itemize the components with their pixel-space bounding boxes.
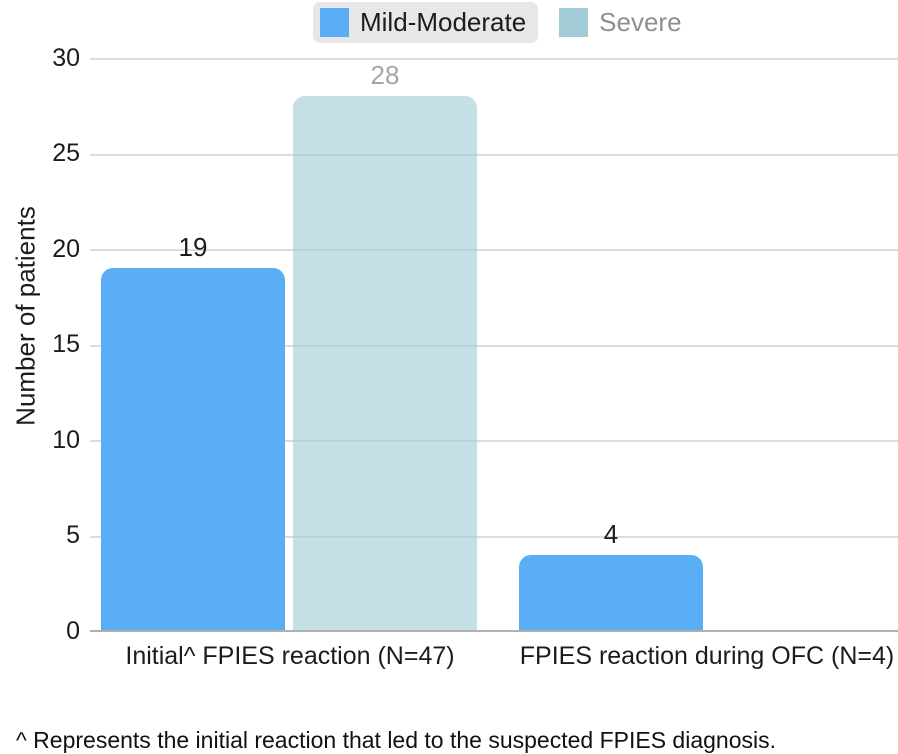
bar-value-label: 28 — [370, 60, 400, 91]
gridline-20 — [90, 249, 898, 251]
y-tick-10: 10 — [52, 426, 80, 454]
bar-rect — [293, 96, 477, 631]
legend: Mild-Moderate Severe — [313, 2, 694, 43]
bar-value-label: 19 — [178, 232, 208, 263]
y-tick-0: 0 — [66, 617, 80, 645]
y-tick-30: 30 — [52, 44, 80, 72]
gridline-5 — [90, 535, 898, 538]
gridline-10 — [90, 440, 898, 442]
bar-mild-moderate-ofc[interactable]: 4 — [519, 58, 703, 631]
bar-rect — [101, 268, 285, 631]
legend-label-severe: Severe — [599, 7, 682, 37]
legend-item-mild-moderate[interactable]: Mild-Moderate — [313, 2, 539, 43]
gridline-15 — [90, 344, 898, 347]
y-tick-20: 20 — [52, 235, 80, 263]
footnote: ^ Represents the initial reaction that l… — [16, 727, 776, 753]
bar-mild-moderate-initial[interactable]: 19 — [101, 58, 285, 631]
severe-swatch-icon — [559, 8, 589, 37]
legend-item-severe[interactable]: Severe — [552, 2, 693, 43]
gridline-30 — [90, 58, 898, 60]
y-tick-5: 5 — [66, 521, 80, 549]
x-category-label-ofc: FPIES reaction during OFC (N=4) — [519, 642, 895, 670]
gridline-25 — [90, 153, 898, 156]
bar-severe-initial[interactable]: 28 — [293, 58, 477, 631]
x-axis-baseline — [90, 630, 898, 632]
y-tick-15: 15 — [52, 330, 80, 358]
plot-area: 19 28 4 — [90, 58, 898, 632]
bar-value-label: 4 — [603, 518, 619, 549]
y-tick-25: 25 — [52, 139, 80, 167]
legend-label-mild-moderate: Mild-Moderate — [360, 7, 527, 37]
x-category-label-initial: Initial^ FPIES reaction (N=47) — [125, 642, 455, 670]
mild-moderate-swatch-icon — [320, 8, 349, 37]
bar-rect — [519, 554, 703, 631]
